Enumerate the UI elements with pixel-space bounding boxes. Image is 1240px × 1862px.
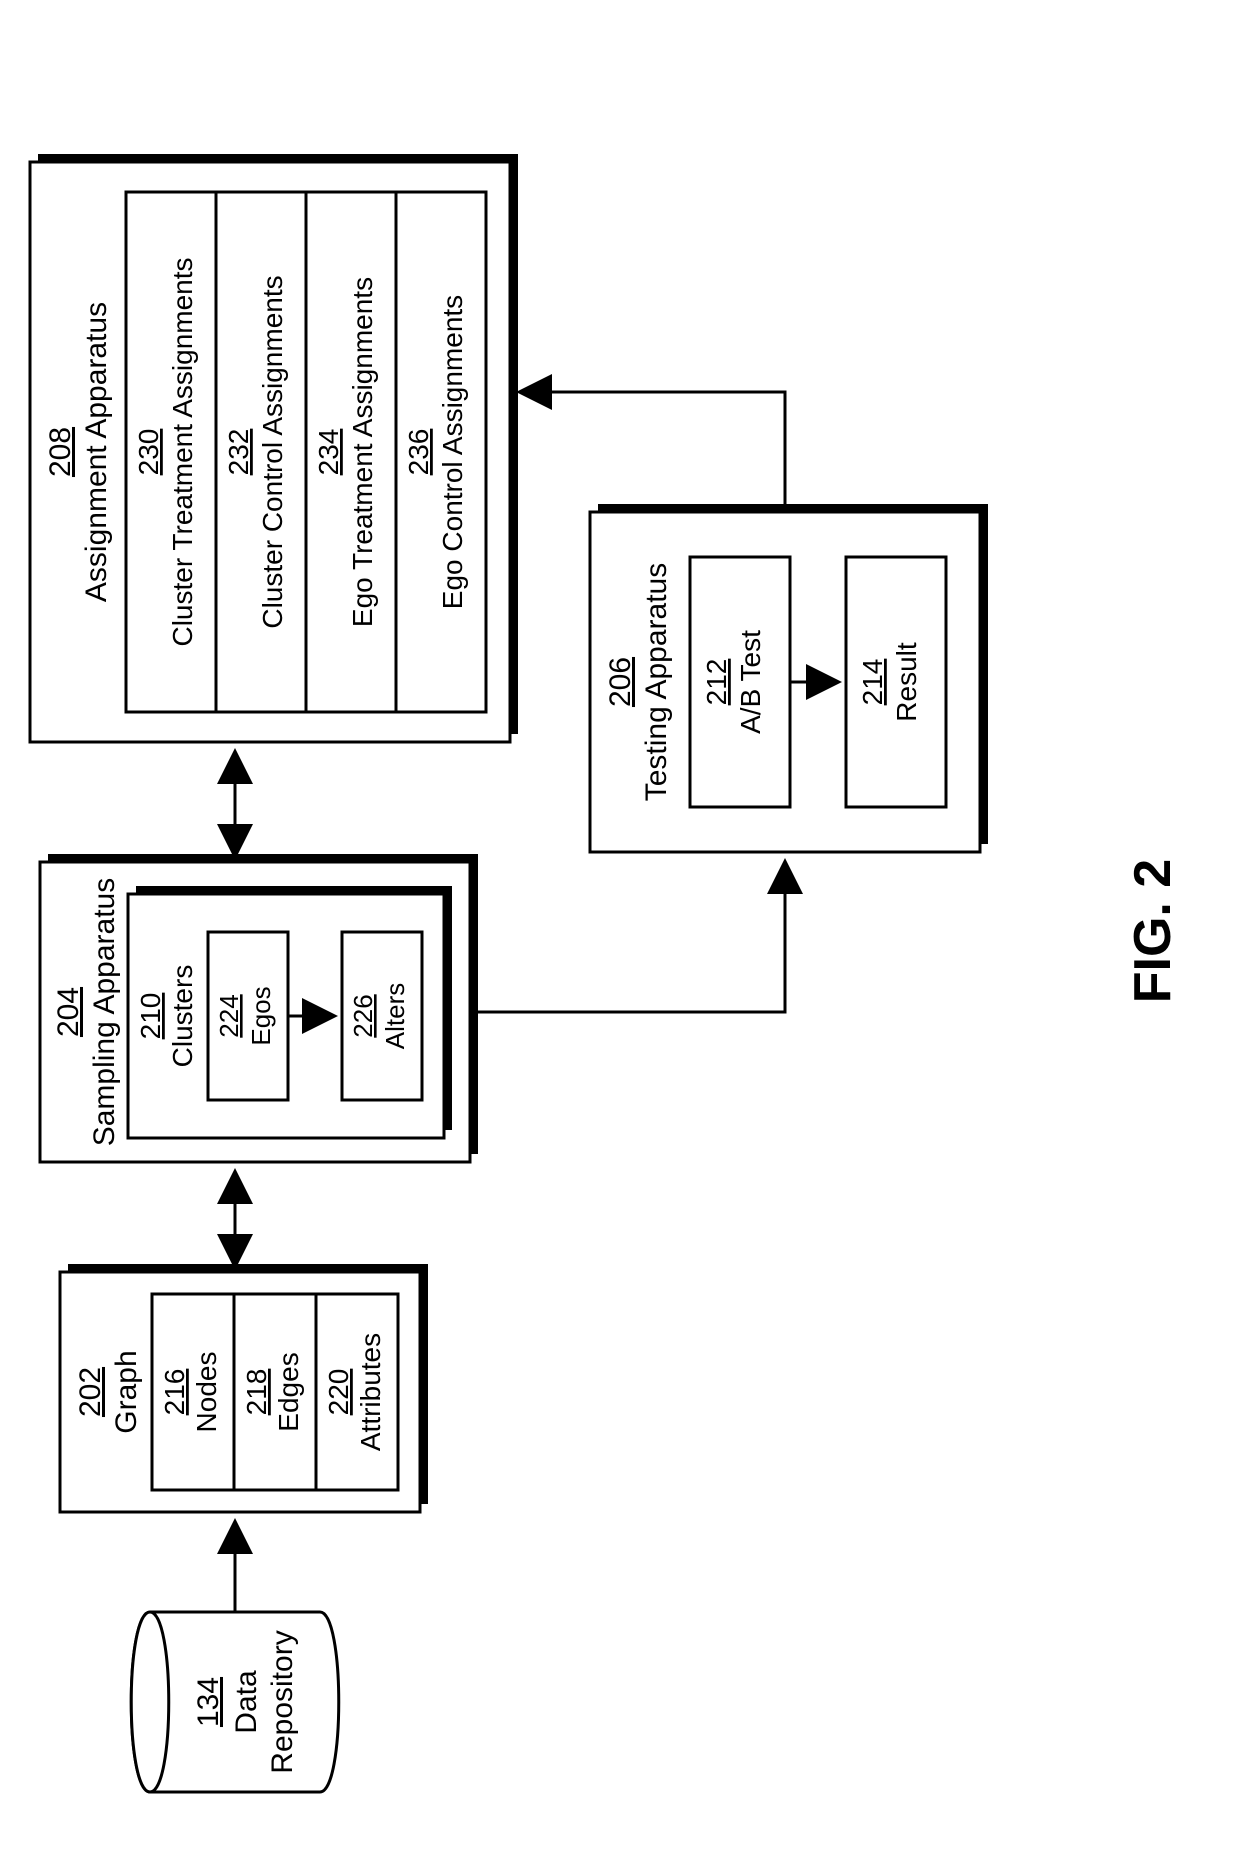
svg-text:Graph: Graph (110, 1350, 143, 1433)
svg-text:204: 204 (52, 987, 85, 1037)
svg-text:216: 216 (159, 1369, 190, 1416)
svg-text:Attributes: Attributes (355, 1333, 386, 1451)
sampling-box: 204 Sampling Apparatus 210 Clusters 224 … (40, 854, 478, 1162)
svg-text:Ego Treatment Assignments: Ego Treatment Assignments (347, 277, 378, 627)
testing-box: 206 Testing Apparatus 212 A/B Test 214 R… (590, 504, 988, 852)
data-repository: 134 Data Repository (131, 1612, 339, 1792)
svg-text:Assignment Apparatus: Assignment Apparatus (80, 302, 113, 602)
svg-text:236: 236 (403, 429, 434, 476)
svg-text:210: 210 (135, 993, 166, 1040)
graph-box: 202 Graph 216 Nodes 218 Edges 220 Attrib… (60, 1264, 428, 1512)
svg-text:Cluster Control Assignments: Cluster Control Assignments (257, 275, 288, 628)
svg-text:Cluster Treatment Assignments: Cluster Treatment Assignments (167, 257, 198, 646)
svg-text:Data: Data (230, 1670, 263, 1734)
svg-text:134: 134 (192, 1677, 225, 1727)
svg-text:Testing Apparatus: Testing Apparatus (640, 563, 673, 802)
svg-text:Repository: Repository (266, 1630, 299, 1773)
assignment-box: 208 Assignment Apparatus 230 Cluster Tre… (30, 154, 518, 742)
svg-text:212: 212 (701, 659, 732, 706)
svg-text:A/B Test: A/B Test (735, 630, 766, 734)
svg-text:232: 232 (223, 429, 254, 476)
svg-text:Alters: Alters (380, 983, 410, 1049)
svg-text:234: 234 (313, 429, 344, 476)
svg-text:Edges: Edges (273, 1352, 304, 1431)
svg-text:Egos: Egos (246, 986, 276, 1045)
svg-text:Nodes: Nodes (191, 1352, 222, 1433)
svg-text:230: 230 (133, 429, 164, 476)
svg-text:Result: Result (891, 642, 922, 722)
svg-text:Clusters: Clusters (167, 965, 198, 1068)
svg-text:Sampling Apparatus: Sampling Apparatus (88, 878, 121, 1147)
svg-text:218: 218 (241, 1369, 272, 1416)
svg-text:224: 224 (214, 994, 244, 1037)
svg-text:206: 206 (604, 657, 637, 707)
svg-text:226: 226 (348, 994, 378, 1037)
svg-text:220: 220 (323, 1369, 354, 1416)
svg-text:208: 208 (44, 427, 77, 477)
svg-text:Ego Control Assignments: Ego Control Assignments (437, 295, 468, 609)
svg-text:214: 214 (857, 659, 888, 706)
svg-text:202: 202 (74, 1367, 107, 1417)
figure-label: FIG. 2 (1124, 859, 1182, 1003)
